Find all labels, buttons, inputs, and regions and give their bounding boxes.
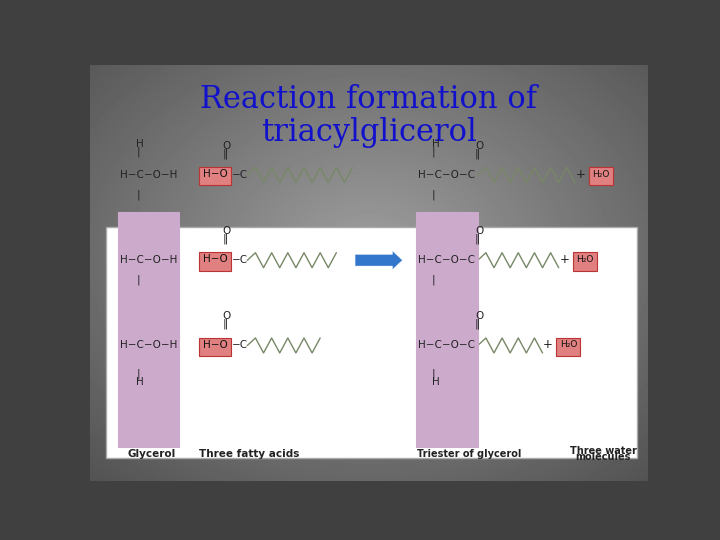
Text: H−C−O−C: H−C−O−C <box>418 340 475 350</box>
Text: Three water: Three water <box>570 447 636 456</box>
Bar <box>199 338 231 356</box>
Text: H₂O: H₂O <box>559 340 577 349</box>
FancyArrow shape <box>355 251 402 269</box>
Bar <box>199 252 231 271</box>
Bar <box>118 212 179 447</box>
Text: Three fatty acids: Three fatty acids <box>199 449 300 459</box>
Text: ‖: ‖ <box>475 148 480 159</box>
Text: +: + <box>575 167 585 181</box>
Text: O: O <box>475 141 483 151</box>
Text: O: O <box>222 312 231 321</box>
Text: O: O <box>222 141 231 151</box>
Text: molecules: molecules <box>576 453 631 462</box>
Bar <box>572 252 597 271</box>
Text: H−C−O−C: H−C−O−C <box>418 170 475 180</box>
Text: ‖: ‖ <box>222 148 228 159</box>
Text: H−C−O−C: H−C−O−C <box>418 255 475 265</box>
Bar <box>557 338 580 356</box>
Text: H−O: H−O <box>202 254 228 265</box>
Text: H: H <box>432 139 440 149</box>
Bar <box>589 167 613 185</box>
Text: −C: −C <box>232 255 248 265</box>
Text: H: H <box>136 377 144 387</box>
Text: ‖: ‖ <box>222 233 228 244</box>
Text: |: | <box>432 147 436 157</box>
Text: Reaction formation of: Reaction formation of <box>200 84 538 114</box>
Text: +: + <box>559 253 570 266</box>
Bar <box>199 167 231 185</box>
Text: Glycerol: Glycerol <box>127 449 176 459</box>
Text: H−O: H−O <box>202 340 228 349</box>
Text: H−C−O−H: H−C−O−H <box>120 340 177 350</box>
Text: |: | <box>136 275 140 286</box>
Text: H: H <box>432 377 440 387</box>
Text: |: | <box>136 190 140 200</box>
Text: |: | <box>432 368 436 379</box>
Text: O: O <box>222 226 231 236</box>
Text: |: | <box>136 147 140 157</box>
Text: H−C−O−H: H−C−O−H <box>120 255 177 265</box>
Text: O: O <box>475 226 483 236</box>
Text: +: + <box>543 338 553 351</box>
Text: H−C−O−H: H−C−O−H <box>120 170 177 180</box>
Text: H: H <box>136 139 144 149</box>
Text: triacylglicerol: triacylglicerol <box>261 117 477 148</box>
Text: O: O <box>475 312 483 321</box>
Text: |: | <box>136 368 140 379</box>
Text: −C: −C <box>232 170 248 180</box>
Text: H₂O: H₂O <box>576 255 593 264</box>
Bar <box>106 227 637 458</box>
Text: |: | <box>432 190 436 200</box>
Text: ‖: ‖ <box>222 319 228 329</box>
Bar <box>416 212 478 447</box>
Text: ‖: ‖ <box>475 233 480 244</box>
Text: H₂O: H₂O <box>592 170 610 179</box>
Text: ‖: ‖ <box>475 319 480 329</box>
Text: −C: −C <box>232 340 248 350</box>
Text: H−O: H−O <box>202 169 228 179</box>
Text: |: | <box>432 275 436 286</box>
Text: Triester of glycerol: Triester of glycerol <box>418 449 521 459</box>
